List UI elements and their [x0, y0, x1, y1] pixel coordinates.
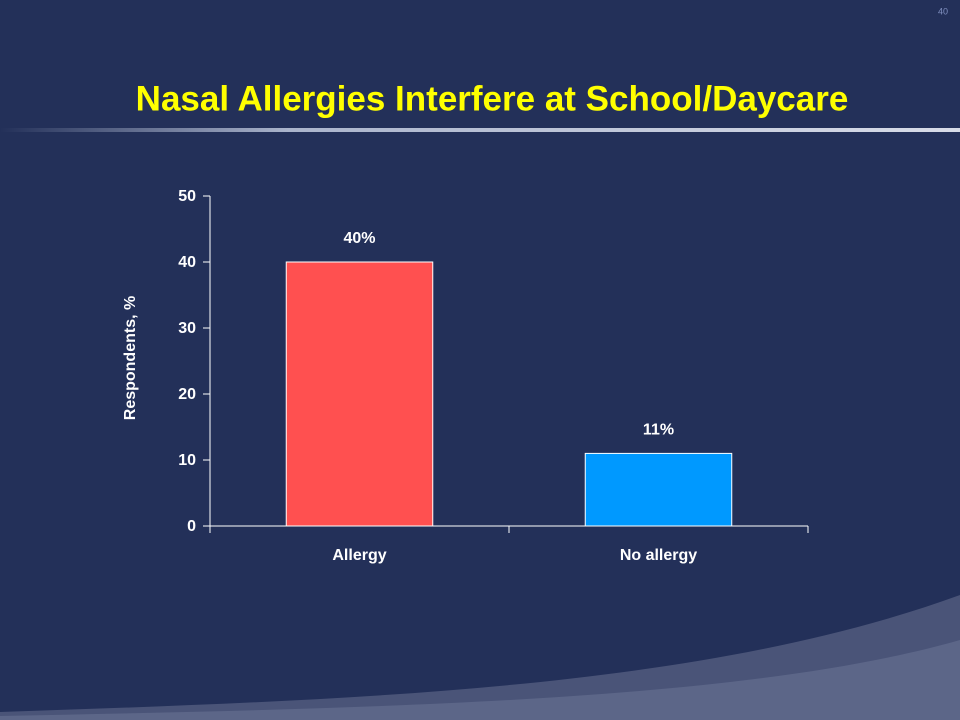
value-label: 11% [643, 422, 674, 439]
chart-title: Nasal Allergies Interfere at School/Dayc… [136, 79, 849, 118]
y-tick-label: 30 [178, 320, 196, 337]
x-tick-label: No allergy [620, 547, 697, 564]
y-tick-label: 50 [178, 188, 196, 205]
y-tick-label: 0 [187, 518, 196, 535]
value-label: 40% [343, 230, 375, 247]
y-tick-label: 10 [178, 452, 196, 469]
y-tick-label: 20 [178, 386, 196, 403]
title-rule [0, 128, 960, 132]
slide-number: 40 [938, 6, 948, 16]
y-axis-title: Respondents, % [122, 296, 139, 420]
swoosh [0, 640, 960, 720]
bar [584, 452, 733, 527]
y-tick-label: 40 [178, 254, 196, 271]
bar [285, 261, 434, 527]
x-tick-label: Allergy [332, 547, 386, 564]
